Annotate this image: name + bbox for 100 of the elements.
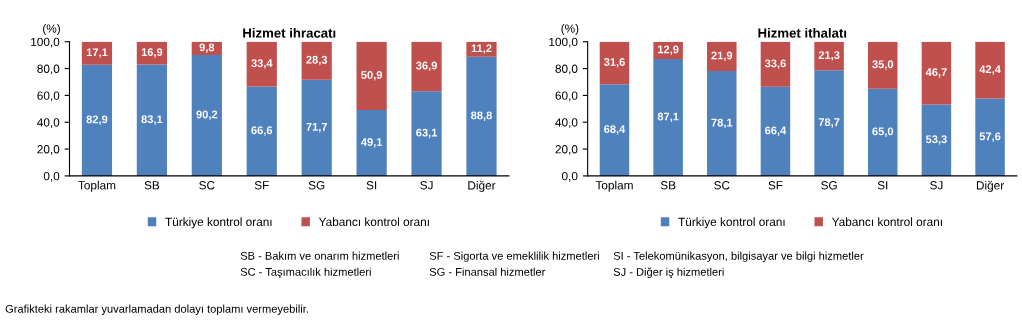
data-label: 78,7 bbox=[818, 118, 840, 128]
x-tick-label: SC bbox=[714, 181, 730, 190]
bar bbox=[191, 54, 222, 176]
data-label: 83,1 bbox=[141, 115, 163, 125]
bar bbox=[921, 104, 952, 176]
legend-label: Türkiye kontrol oranı bbox=[678, 217, 785, 229]
y-tick-label: 20,0 bbox=[37, 145, 60, 155]
text: SJ - Diğer iş hizmetleri bbox=[613, 267, 724, 279]
bar bbox=[599, 41, 630, 85]
bar bbox=[760, 41, 791, 87]
y-tick-label: 80,0 bbox=[37, 64, 60, 75]
bar bbox=[707, 71, 737, 176]
bar bbox=[868, 88, 898, 176]
data-label: 12,9 bbox=[658, 45, 679, 55]
text: SC - Taşımacılık hizmetleri bbox=[240, 267, 371, 279]
y-tick-label: 20,0 bbox=[555, 145, 578, 155]
bar bbox=[653, 59, 683, 176]
legend-label: Yabancı kontrol oranı bbox=[318, 217, 429, 227]
data-label: 87,1 bbox=[657, 112, 679, 123]
bar bbox=[81, 41, 113, 65]
text: SI - Telekomünikasyon, bilgisayar ve bilgi hizmetler bbox=[613, 251, 864, 262]
x-tick-label: Diğer bbox=[976, 180, 1004, 192]
data-label: 71,7 bbox=[306, 123, 328, 133]
x-tick-label: Toplam bbox=[78, 180, 116, 192]
bar bbox=[466, 56, 497, 176]
x-tick-label: SF bbox=[768, 181, 783, 190]
y-tick-label: 40,0 bbox=[37, 118, 60, 129]
legend-label: Türkiye kontrol oranı bbox=[165, 217, 272, 229]
y-axis-title: (%) bbox=[43, 24, 60, 36]
y-tick-label: 0,0 bbox=[561, 171, 578, 182]
bar bbox=[246, 86, 277, 176]
x-tick-label: SB bbox=[660, 181, 676, 190]
data-label: 82,9 bbox=[86, 115, 108, 125]
bar bbox=[814, 70, 844, 176]
x-tick-label: SB bbox=[144, 181, 160, 190]
bar bbox=[136, 64, 167, 176]
data-label: 36,9 bbox=[416, 61, 437, 72]
data-label: 50,9 bbox=[361, 70, 383, 81]
x-tick-label: SF bbox=[254, 181, 269, 190]
text: SG - Finansal hizmetler bbox=[429, 267, 546, 276]
bar bbox=[814, 41, 844, 71]
chart-title: Hizmet ihracatı bbox=[243, 28, 336, 38]
data-label: 21,3 bbox=[818, 51, 840, 61]
data-label: 49,1 bbox=[360, 138, 383, 148]
data-label: 88,8 bbox=[471, 111, 492, 121]
data-label: 11,2 bbox=[471, 44, 492, 54]
data-label: 66,4 bbox=[765, 126, 787, 136]
data-label: 42,4 bbox=[979, 65, 1001, 75]
data-label: 68,4 bbox=[604, 125, 626, 135]
y-tick-label: 0,0 bbox=[43, 171, 60, 182]
bar bbox=[246, 41, 277, 87]
y-axis-title: (%) bbox=[561, 24, 579, 36]
data-label: 35,0 bbox=[872, 60, 894, 70]
data-label: 78,1 bbox=[711, 118, 733, 129]
data-label: 33,4 bbox=[251, 59, 273, 69]
data-label: 28,3 bbox=[306, 55, 328, 66]
bar bbox=[599, 84, 630, 176]
chart-title: Hizmet ithalatı bbox=[758, 28, 847, 38]
x-tick-label: SJ bbox=[930, 181, 943, 190]
y-tick-label: 40,0 bbox=[555, 118, 578, 129]
bar bbox=[707, 41, 737, 72]
data-label: 90,2 bbox=[196, 110, 218, 120]
bar bbox=[356, 110, 387, 176]
bar bbox=[975, 98, 1005, 176]
bar bbox=[760, 86, 791, 176]
x-tick-label: SI bbox=[877, 181, 888, 190]
bar bbox=[411, 41, 442, 92]
data-label: 33,6 bbox=[764, 59, 786, 69]
x-tick-label: SG bbox=[308, 181, 325, 190]
bar bbox=[411, 91, 442, 176]
data-label: 31,6 bbox=[603, 58, 625, 68]
data-label: 16,9 bbox=[141, 48, 163, 58]
y-tick-label: 100,0 bbox=[31, 37, 60, 48]
data-label: 9,8 bbox=[199, 43, 215, 53]
y-tick-label: 60,0 bbox=[37, 91, 60, 102]
data-label: 53,3 bbox=[925, 135, 947, 145]
bar bbox=[921, 41, 952, 105]
data-label: 66,6 bbox=[251, 126, 273, 136]
x-tick-label: SJ bbox=[420, 181, 433, 190]
data-label: 57,6 bbox=[979, 132, 1001, 142]
bar bbox=[301, 79, 332, 176]
legend-label: Yabancı kontrol oranı bbox=[831, 217, 942, 227]
y-tick-label: 80,0 bbox=[555, 64, 578, 75]
data-label: 65,0 bbox=[872, 127, 894, 137]
bar bbox=[301, 41, 332, 80]
x-tick-label: SC bbox=[199, 181, 215, 190]
bar bbox=[81, 64, 113, 176]
data-label: 63,1 bbox=[416, 128, 438, 139]
y-tick-label: 60,0 bbox=[555, 91, 578, 102]
bar bbox=[868, 41, 898, 89]
data-label: 46,7 bbox=[925, 68, 947, 78]
y-tick-label: 100,0 bbox=[549, 37, 578, 48]
x-tick-label: SG bbox=[821, 181, 837, 190]
text: SB - Bakım ve onarım hizmetleri bbox=[240, 251, 399, 260]
bar bbox=[356, 41, 387, 111]
x-tick-label: Diğer bbox=[468, 180, 496, 192]
x-tick-label: SI bbox=[366, 181, 377, 190]
data-label: 21,9 bbox=[711, 51, 733, 62]
text: SF - Sigorta ve emeklilik hizmetleri bbox=[429, 251, 599, 262]
bar bbox=[975, 41, 1005, 99]
